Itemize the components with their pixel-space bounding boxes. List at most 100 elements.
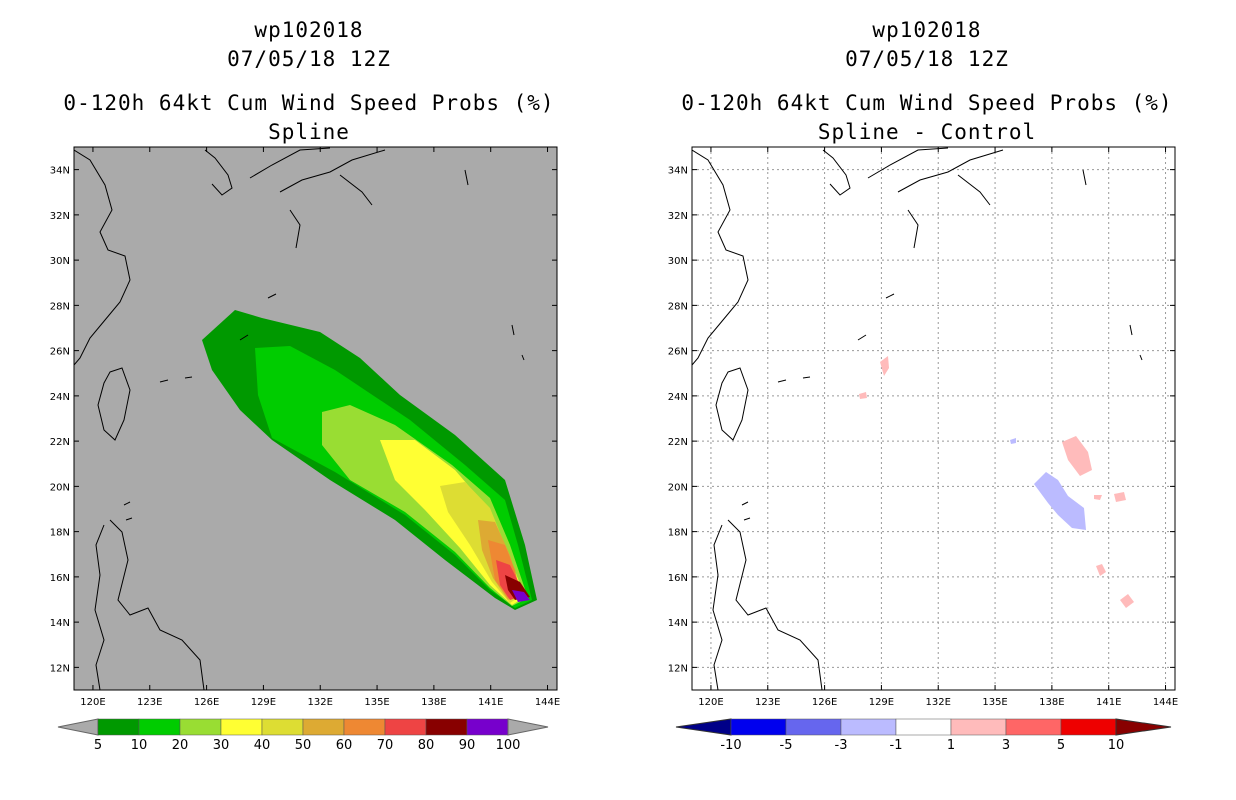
map-frame xyxy=(73,146,558,691)
lon-tick-label: 129E xyxy=(251,697,276,708)
coastlines xyxy=(692,147,1143,690)
colorbar-swatch xyxy=(179,718,222,736)
japan-coast xyxy=(249,147,386,249)
lon-tick-label: 123E xyxy=(755,697,780,708)
colorbar-end-low xyxy=(57,718,99,736)
colorbar-swatch xyxy=(840,718,897,736)
lon-tick-label: 126E xyxy=(812,697,837,708)
colorbar-label: 100 xyxy=(496,738,521,753)
colorbar-swatch xyxy=(261,718,304,736)
coastlines xyxy=(74,147,525,690)
lat-tick-label: 16N xyxy=(50,573,70,584)
lat-tick-label: 22N xyxy=(50,437,70,448)
lon-tick-label: 141E xyxy=(478,697,503,708)
colorbar-swatch xyxy=(785,718,842,736)
lat-tick-label: 14N xyxy=(668,618,688,629)
panel-subtitle: Spline xyxy=(268,120,350,144)
lon-tick-label: 138E xyxy=(1039,697,1064,708)
lon-tick-label: 120E xyxy=(80,697,105,708)
lat-tick-label: 26N xyxy=(668,347,688,358)
map-background xyxy=(692,147,1175,690)
probability-colorbar: 5 10 20 30 40 50 60 70 80 90 100 xyxy=(57,718,549,753)
lat-tick-label: 12N xyxy=(50,663,70,674)
colorbar-swatch xyxy=(1005,718,1062,736)
contour-90 xyxy=(512,590,530,602)
korea-coast xyxy=(822,149,851,196)
panel-spline-control: wp102018 07/05/18 12Z 0-120h 64kt Cum Wi… xyxy=(618,0,1236,800)
lon-tick-label: 123E xyxy=(137,697,162,708)
colorbar-label: 5 xyxy=(1057,738,1065,753)
taiwan-coast xyxy=(715,367,749,441)
colorbar-label: 20 xyxy=(172,738,189,753)
diff-positive-7 xyxy=(1120,594,1134,608)
lat-tick-label: 18N xyxy=(668,528,688,539)
storm-id: wp102018 xyxy=(872,18,982,42)
lon-tick-label: 135E xyxy=(982,697,1007,708)
colorbar-label: -3 xyxy=(835,738,848,753)
product-title: 0-120h 64kt Cum Wind Speed Probs (%) xyxy=(681,91,1173,115)
lon-tick-label: 135E xyxy=(364,697,389,708)
colorbar-label: -10 xyxy=(720,738,741,753)
small-islands xyxy=(123,169,525,521)
axis-ticks: 120E 123E 126E 129E 132E 135E 138E 141E 144E 12N 1… xyxy=(50,147,560,708)
colorbar-label: 40 xyxy=(254,738,271,753)
colorbar-swatch xyxy=(343,718,386,736)
lat-tick-label: 24N xyxy=(50,392,70,403)
colorbar-end-low xyxy=(675,718,732,736)
colorbar-swatch xyxy=(895,718,952,736)
diff-positive-6 xyxy=(1096,564,1106,576)
china-coast xyxy=(692,149,749,366)
ryukyu-islands xyxy=(777,293,895,383)
colorbar-label: 3 xyxy=(1002,738,1010,753)
map-frame xyxy=(691,146,1176,691)
probability-contours xyxy=(202,310,537,610)
colorbar-label: 80 xyxy=(418,738,435,753)
colorbar-label: 10 xyxy=(1108,738,1125,753)
diff-positive-3 xyxy=(1062,436,1092,476)
taiwan-coast xyxy=(97,367,131,441)
diff-positive-2 xyxy=(859,392,867,399)
difference-contours xyxy=(859,356,1134,608)
lat-tick-label: 34N xyxy=(668,166,688,177)
lat-tick-label: 12N xyxy=(668,663,688,674)
forecast-time: 07/05/18 12Z xyxy=(227,47,391,71)
lon-tick-label: 132E xyxy=(926,697,951,708)
lat-tick-label: 20N xyxy=(668,482,688,493)
colorbar-swatch xyxy=(425,718,468,736)
ryukyu-islands xyxy=(159,293,277,383)
colorbar-label: 90 xyxy=(459,738,476,753)
small-islands xyxy=(741,169,1143,521)
diff-positive-4 xyxy=(1114,492,1126,502)
panel-subtitle: Spline - Control xyxy=(817,120,1037,144)
colorbar-swatch xyxy=(730,718,787,736)
panel-spline: wp102018 07/05/18 12Z 0-120h 64kt Cum Wi… xyxy=(50,18,560,753)
product-title: 0-120h 64kt Cum Wind Speed Probs (%) xyxy=(63,91,555,115)
lon-tick-label: 141E xyxy=(1096,697,1121,708)
lat-tick-label: 34N xyxy=(50,166,70,177)
diff-negative-2 xyxy=(1010,438,1016,444)
colorbar-swatch xyxy=(302,718,345,736)
map-spline: 120E 123E 126E 129E 132E 135E 138E 141E 144E 12N 1… xyxy=(50,146,560,753)
luzon-coast xyxy=(94,519,205,690)
lon-tick-label: 138E xyxy=(421,697,446,708)
colorbar-end-high xyxy=(507,718,549,736)
colorbar-swatch xyxy=(1060,718,1117,736)
axis-ticks: 120E 123E 126E 129E 132E 135E 138E 141E 144E 12N 1… xyxy=(668,147,1178,708)
lat-tick-label: 18N xyxy=(50,528,70,539)
lat-tick-label: 30N xyxy=(50,256,70,267)
lat-tick-label: 14N xyxy=(50,618,70,629)
lon-tick-label: 144E xyxy=(1153,697,1178,708)
korea-coast xyxy=(204,149,233,196)
lon-tick-label: 132E xyxy=(308,697,333,708)
map-spline-control: 120E 123E 126E 129E 132E 135E 138E 141E 144E 12N 1… xyxy=(668,146,1178,753)
colorbar-label: -5 xyxy=(780,738,793,753)
lat-tick-label: 28N xyxy=(668,301,688,312)
difference-colorbar: -10 -5 -3 -1 1 3 5 10 xyxy=(675,718,1172,753)
gridlines xyxy=(692,147,1175,690)
colorbar-label: 10 xyxy=(131,738,148,753)
lon-tick-label: 144E xyxy=(535,697,560,708)
colorbar-swatch xyxy=(220,718,263,736)
lat-tick-label: 22N xyxy=(668,437,688,448)
lat-tick-label: 16N xyxy=(668,573,688,584)
colorbar-label: 30 xyxy=(213,738,230,753)
